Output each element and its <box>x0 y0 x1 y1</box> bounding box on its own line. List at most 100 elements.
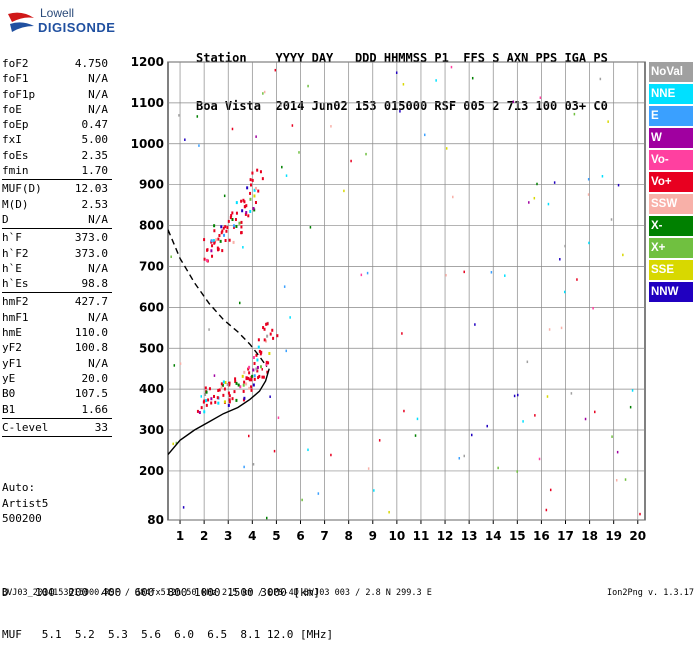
echo-mark <box>210 249 213 253</box>
echo-mark <box>240 231 243 235</box>
echo-mark <box>218 234 221 238</box>
echo-mark <box>223 233 226 237</box>
noise-mark <box>231 127 234 131</box>
echo-mark <box>232 240 235 244</box>
echo-mark <box>221 249 224 253</box>
echo-mark <box>224 380 227 384</box>
echo-mark <box>205 258 208 262</box>
noise-mark <box>584 417 587 421</box>
noise-mark <box>373 489 375 492</box>
noise-mark <box>450 65 453 69</box>
echo-mark <box>203 238 206 242</box>
noise-mark <box>196 115 199 118</box>
echo-mark <box>228 238 231 242</box>
echo-mark <box>210 401 213 405</box>
param-name: B0 <box>2 387 16 401</box>
noise-mark <box>360 273 363 277</box>
polarization-legend: NoVal NNE E W Vo- Vo+ SSW X- X+ SSE NNW <box>649 62 693 304</box>
echo-mark <box>213 241 216 245</box>
echo-mark <box>259 170 262 174</box>
param-row: foF1p N/A <box>2 87 112 102</box>
echo-mark <box>226 226 229 230</box>
echo-mark <box>248 378 251 382</box>
param-row: B0 107.5 <box>2 386 112 401</box>
echo-mark <box>234 380 237 384</box>
axis-ticks: 1 2 3 4 5 6 7 8 9 10 11 12 13 14 15 16 17 18 19 20802003004… <box>131 55 647 543</box>
noise-mark <box>546 395 549 398</box>
noise-mark <box>173 364 176 367</box>
param-row: M(D) 2.53 <box>2 197 112 212</box>
echo-mark <box>245 211 248 215</box>
auto-label: Auto: <box>2 481 36 494</box>
noise-mark <box>395 71 398 74</box>
y-tick-label: 900 <box>139 178 164 192</box>
param-name: h`F2 <box>2 246 29 260</box>
echo-mark <box>256 168 259 172</box>
noise-mark <box>184 138 186 141</box>
noise-mark <box>170 255 172 258</box>
param-value: N/A <box>88 356 108 370</box>
echo-mark <box>242 198 245 202</box>
param-name: hmE <box>2 326 22 340</box>
echo-mark <box>258 374 261 378</box>
param-name: fxI <box>2 133 22 147</box>
x-tick-label: 10 <box>389 529 406 543</box>
param-value: 98.8 <box>81 277 109 291</box>
noise-mark <box>365 152 367 156</box>
noise-mark <box>601 175 604 178</box>
echo-mark <box>234 377 237 381</box>
logo-text-top: Lowell <box>40 6 75 20</box>
param-value: 1.66 <box>81 402 109 416</box>
noise-mark <box>504 274 506 277</box>
echo-mark <box>220 386 223 390</box>
ionogram-plot: 1 2 3 4 5 6 7 8 9 10 11 12 13 14 15 16 17 18 19 20802003004… <box>131 55 647 543</box>
echo-mark <box>257 338 260 342</box>
echo-mark <box>256 369 259 373</box>
echo-mark <box>252 368 255 372</box>
x-tick-label: 14 <box>485 529 502 543</box>
noise-mark <box>594 410 596 414</box>
param-row: foEp 0.47 <box>2 117 112 132</box>
param-name: foEp <box>2 118 29 132</box>
y-tick-label: 300 <box>139 423 164 437</box>
y-tick-label: 80 <box>147 513 164 527</box>
param-name: foEs <box>2 148 29 162</box>
noise-mark <box>175 441 178 445</box>
noise-mark <box>553 181 556 184</box>
param-row: foF2 4.750 <box>2 56 112 71</box>
noise-mark <box>538 457 541 461</box>
noise-mark <box>576 278 578 281</box>
param-value: 373.0 <box>74 246 108 260</box>
noise-mark <box>547 202 550 206</box>
noise-mark <box>486 424 488 428</box>
param-value: N/A <box>88 261 108 275</box>
echo-mark <box>254 186 257 190</box>
echo-mark <box>205 399 208 403</box>
noise-mark <box>622 253 624 257</box>
echo-mark <box>242 389 245 393</box>
legend-item-w: W <box>649 128 693 148</box>
echo-mark <box>256 358 259 362</box>
noise-mark <box>263 90 266 94</box>
echo-mark <box>235 224 238 228</box>
param-name: C-level <box>2 420 49 434</box>
noise-mark <box>599 77 602 81</box>
noise-mark <box>631 389 634 392</box>
param-row: hmF1 N/A <box>2 310 112 325</box>
echo-mark <box>210 239 213 243</box>
y-tick-label: 600 <box>139 300 164 314</box>
noise-mark <box>330 125 332 128</box>
noise-mark <box>367 467 370 470</box>
param-name: h`Es <box>2 277 29 291</box>
echo-mark <box>249 183 252 187</box>
noise-mark <box>570 392 573 395</box>
echo-mark <box>232 224 235 228</box>
noise-mark <box>512 100 515 104</box>
noise-mark <box>539 96 542 99</box>
noise-mark <box>298 151 300 154</box>
noise-mark <box>277 416 280 419</box>
param-value: 1.70 <box>81 164 109 178</box>
noise-mark <box>452 195 454 199</box>
noise-mark <box>416 417 419 421</box>
noise-mark <box>179 362 182 365</box>
